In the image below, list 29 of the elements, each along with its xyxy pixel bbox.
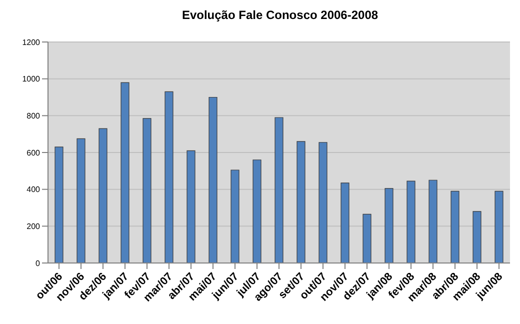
y-tick-label: 400: [26, 185, 41, 194]
bar: [450, 190, 460, 263]
bar: [186, 150, 196, 263]
bar: [274, 117, 284, 263]
bar: [98, 128, 108, 263]
bar: [494, 190, 504, 263]
bar: [142, 118, 152, 263]
bar: [76, 138, 86, 263]
bar: [54, 146, 64, 263]
bar: [318, 142, 328, 263]
bar: [362, 214, 372, 263]
bar: [384, 188, 394, 263]
y-tick-label: 1200: [22, 38, 41, 47]
y-tick-label: 200: [26, 222, 41, 232]
bar: [340, 182, 350, 263]
y-tick-label: 0: [36, 258, 41, 268]
y-tick-label: 600: [26, 148, 41, 158]
y-tick-label: 1000: [22, 74, 41, 84]
bar: [208, 96, 218, 263]
bar: [164, 91, 174, 263]
bar: [120, 82, 130, 263]
bar: [296, 141, 306, 263]
bar: [252, 160, 262, 263]
y-tick-label: 800: [26, 112, 41, 121]
bar: [230, 170, 240, 263]
bar: [472, 211, 482, 263]
chart-title: Evolução Fale Conosco 2006-2008: [180, 8, 380, 24]
bar: [406, 180, 416, 263]
bar: [428, 180, 438, 263]
